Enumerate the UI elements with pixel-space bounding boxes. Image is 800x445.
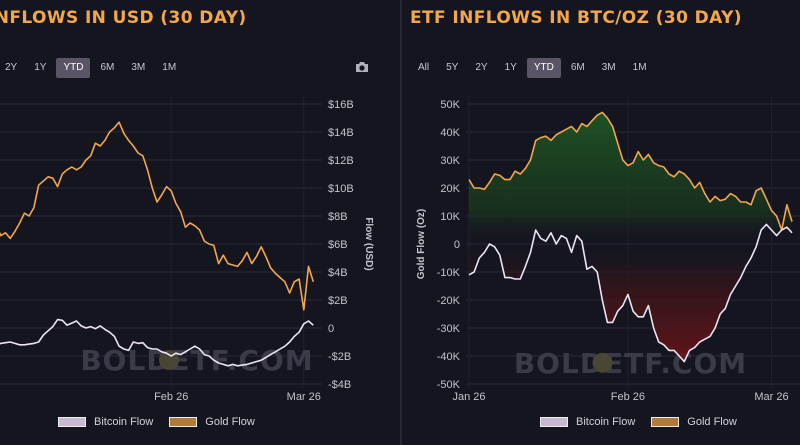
x-tick-label: Mar 26 (754, 391, 788, 403)
legend-label-gold-flow: Gold Flow (687, 416, 737, 428)
range-button-all[interactable]: All (411, 58, 436, 78)
right-legend: Bitcoin Flow Gold Flow (540, 416, 737, 428)
range-button-2y[interactable]: 2Y (0, 58, 24, 78)
legend-item-bitcoin-flow[interactable]: Bitcoin Flow (540, 416, 635, 428)
camera-icon[interactable] (355, 61, 369, 73)
gold-flow-swatch (651, 417, 680, 427)
y-tick-label: $4B (328, 267, 348, 279)
y-tick-label: 30K (440, 155, 460, 167)
legend-item-gold-flow[interactable]: Gold Flow (169, 416, 255, 428)
range-button-1m[interactable]: 1M (626, 58, 654, 78)
watermark: BOLDETF.COM (514, 347, 747, 380)
left-range-selector: 2Y 1Y YTD 6M 3M 1M (0, 58, 183, 78)
y-tick-label: $12B (328, 155, 354, 167)
range-button-ytd[interactable]: YTD (56, 58, 91, 78)
range-button-1y[interactable]: 1Y (27, 58, 53, 78)
y-tick-label: -20K (437, 295, 461, 307)
y-tick-label: $6B (328, 239, 348, 251)
y-tick-label: -50K (437, 379, 461, 391)
y-tick-label: 20K (440, 183, 460, 195)
right-range-selector: All 5Y 2Y 1Y YTD 6M 3M 1M (411, 58, 654, 78)
x-tick-label: Jan 26 (452, 391, 485, 403)
y-tick-label: $10B (328, 183, 354, 195)
y-tick-label: 50K (440, 99, 460, 111)
y-tick-label: $14B (328, 127, 354, 139)
y-tick-label: -40K (437, 351, 461, 363)
left-legend: Bitcoin Flow Gold Flow (58, 416, 255, 428)
range-button-ytd[interactable]: YTD (526, 58, 561, 78)
y-tick-label: 0 (328, 323, 334, 335)
range-button-2y[interactable]: 2Y (468, 58, 494, 78)
bitcoin-flow-swatch (540, 417, 568, 427)
legend-label-gold-flow: Gold Flow (205, 416, 255, 428)
y-tick-label: $8B (328, 211, 348, 223)
y-tick-label: -$2B (328, 351, 351, 363)
y-tick-label: 0 (454, 239, 460, 251)
x-tick-label: Mar 26 (287, 391, 321, 403)
range-button-5y[interactable]: 5Y (439, 58, 465, 78)
gold-flow-line[interactable] (468, 111, 793, 231)
gold-flow-line[interactable] (0, 121, 315, 311)
range-button-1y[interactable]: 1Y (498, 58, 524, 78)
x-tick-label: Feb 26 (611, 391, 645, 403)
legend-label-bitcoin-flow: Bitcoin Flow (576, 416, 636, 428)
y-tick-label: -10K (437, 267, 461, 279)
y-axis-label: Gold Flow (Oz) (416, 209, 427, 280)
right-chart-title: ETF INFLOWS IN BTC/OZ (30 DAY) (410, 8, 742, 28)
y-tick-label: $16B (328, 99, 354, 111)
bitcoin-flow-line[interactable] (0, 318, 314, 367)
panel-divider (400, 0, 402, 445)
legend-label-bitcoin-flow: Bitcoin Flow (94, 416, 154, 428)
legend-item-bitcoin-flow[interactable]: Bitcoin Flow (58, 416, 153, 428)
y-tick-label: 10K (440, 211, 460, 223)
y-tick-label: -30K (437, 323, 461, 335)
range-button-3m[interactable]: 3M (124, 58, 152, 78)
y-tick-label: 40K (440, 127, 460, 139)
flow-difference-area (469, 112, 792, 362)
y-axis-label: Flow (USD) (363, 217, 374, 270)
range-button-3m[interactable]: 3M (595, 58, 623, 78)
left-chart-title: INFLOWS IN USD (30 DAY) (0, 8, 247, 28)
watermark: BOLDETF.COM (80, 344, 313, 377)
y-tick-label: $2B (328, 295, 348, 307)
x-tick-label: Feb 26 (154, 391, 188, 403)
left-chart: $16B $14B $12B $10B $8B $6B $4B $2B 0 -$2B -$4B Feb… (0, 96, 374, 403)
range-button-1m[interactable]: 1M (155, 58, 183, 78)
gold-flow-swatch (169, 417, 198, 427)
bitcoin-flow-swatch (58, 417, 86, 427)
range-button-6m[interactable]: 6M (564, 58, 592, 78)
bitcoin-flow-line[interactable] (468, 223, 793, 363)
y-tick-label: -$4B (328, 379, 351, 391)
range-button-6m[interactable]: 6M (93, 58, 121, 78)
watermark-coin-icon (592, 352, 613, 373)
legend-item-gold-flow[interactable]: Gold Flow (651, 416, 737, 428)
